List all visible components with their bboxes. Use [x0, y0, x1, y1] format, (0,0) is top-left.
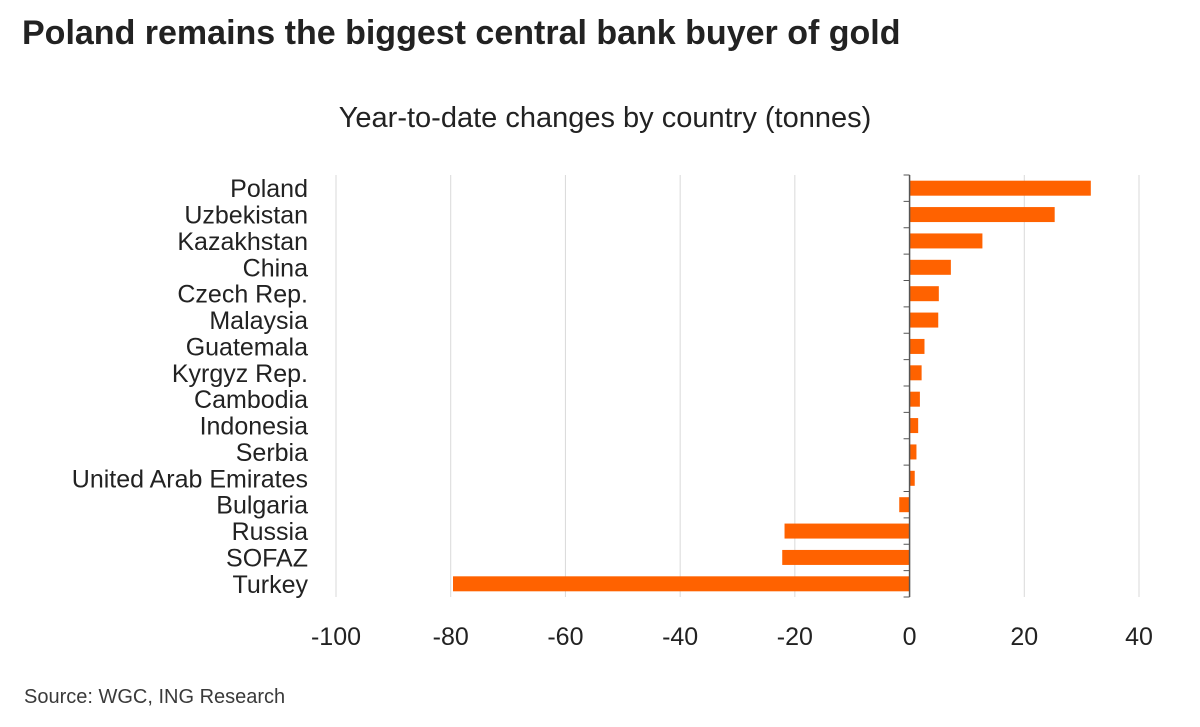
category-label: United Arab Emirates	[72, 465, 308, 493]
category-label: Indonesia	[200, 413, 309, 441]
page-title: Poland remains the biggest central bank …	[22, 14, 901, 52]
bar	[909, 391, 920, 407]
bar	[909, 180, 1091, 196]
x-tick-label: -20	[777, 623, 813, 651]
bar	[909, 312, 939, 328]
category-label: Serbia	[236, 439, 308, 467]
bar	[453, 576, 910, 592]
x-tick-label: -100	[311, 623, 361, 651]
category-label: Poland	[230, 175, 308, 203]
bar	[782, 549, 910, 565]
x-tick-label: 20	[1010, 623, 1038, 651]
bar	[909, 418, 919, 434]
source-note: Source: WGC, ING Research	[24, 686, 286, 708]
bar	[909, 470, 915, 486]
bar	[909, 233, 983, 249]
x-tick-label: -60	[547, 623, 583, 651]
bar	[909, 338, 925, 354]
category-label: Guatemala	[186, 333, 308, 361]
category-label: Malaysia	[209, 307, 308, 335]
bar	[909, 444, 917, 460]
bar	[909, 286, 939, 302]
x-tick-label: -80	[433, 623, 469, 651]
category-label: China	[243, 254, 308, 282]
category-label: Cambodia	[194, 386, 308, 414]
bar-chart: Year-to-date changes by country (tonnes)…	[72, 102, 1153, 651]
category-label: Uzbekistan	[184, 202, 308, 230]
category-label: Turkey	[233, 571, 309, 599]
category-label: Russia	[232, 518, 309, 546]
bar	[909, 259, 951, 275]
category-label: Kyrgyz Rep.	[172, 360, 308, 388]
x-tick-label: -40	[662, 623, 698, 651]
category-label: Czech Rep.	[177, 281, 308, 309]
bar	[899, 497, 910, 513]
x-tick-label: 40	[1125, 623, 1153, 651]
bar	[909, 207, 1055, 223]
chart-subtitle: Year-to-date changes by country (tonnes)	[339, 102, 872, 134]
category-label: Bulgaria	[216, 492, 308, 520]
tick-labels: -100 -80 -60 -40 -20 0 20 40	[311, 623, 1153, 651]
x-tick-label: 0	[903, 623, 917, 651]
bar	[909, 365, 922, 381]
category-label: Kazakhstan	[177, 228, 308, 256]
grid-lines	[335, 175, 1140, 597]
zero-axis	[903, 174, 911, 598]
bars	[453, 180, 1091, 592]
bar	[784, 523, 910, 539]
category-label: SOFAZ	[226, 544, 308, 572]
